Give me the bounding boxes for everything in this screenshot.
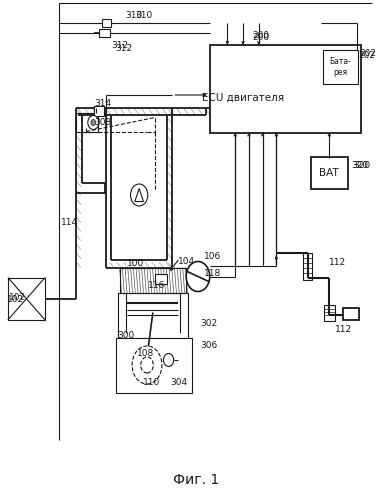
Circle shape <box>163 354 174 366</box>
Text: 114: 114 <box>61 218 78 227</box>
Bar <box>99 29 110 37</box>
Bar <box>324 305 335 321</box>
Bar <box>116 338 192 392</box>
Bar <box>210 45 361 132</box>
Circle shape <box>88 116 99 130</box>
Text: 310: 310 <box>135 12 152 20</box>
Text: 110: 110 <box>143 378 160 387</box>
Text: 306: 306 <box>200 340 217 349</box>
Text: 202: 202 <box>359 50 376 59</box>
Circle shape <box>141 357 153 373</box>
Text: ECU двигателя: ECU двигателя <box>202 92 284 102</box>
Bar <box>120 268 186 292</box>
Bar <box>8 278 45 320</box>
Bar <box>94 106 104 116</box>
Text: 112: 112 <box>329 258 347 267</box>
Bar <box>323 50 358 84</box>
Text: 108: 108 <box>137 348 154 358</box>
Text: 310: 310 <box>125 12 143 20</box>
Text: 304: 304 <box>171 378 188 387</box>
Text: BAT: BAT <box>319 168 339 178</box>
Text: 320: 320 <box>351 160 368 170</box>
Text: 112: 112 <box>335 326 352 334</box>
Bar <box>102 19 111 27</box>
Bar <box>118 292 188 338</box>
Bar <box>76 114 98 132</box>
Text: 102: 102 <box>7 296 24 304</box>
Text: 100: 100 <box>127 260 145 268</box>
Text: 200: 200 <box>253 33 270 42</box>
Text: 102: 102 <box>9 293 26 302</box>
Circle shape <box>91 120 96 126</box>
Text: Бата-
рея: Бата- рея <box>330 58 352 76</box>
Text: 106: 106 <box>204 252 221 261</box>
Text: 200: 200 <box>253 32 270 40</box>
Bar <box>311 158 348 188</box>
Bar <box>343 308 359 320</box>
Text: 320: 320 <box>353 160 370 170</box>
Text: 202: 202 <box>359 49 376 58</box>
Text: 104: 104 <box>178 257 196 266</box>
Text: 116: 116 <box>148 282 165 290</box>
Text: 118: 118 <box>204 270 221 278</box>
Text: 300: 300 <box>118 332 135 340</box>
Text: 312: 312 <box>116 44 133 53</box>
Circle shape <box>186 262 210 292</box>
Text: 312: 312 <box>112 42 129 50</box>
Text: 308: 308 <box>94 118 111 127</box>
Circle shape <box>132 346 162 384</box>
Text: 302: 302 <box>200 320 217 328</box>
Circle shape <box>131 184 148 206</box>
Bar <box>155 274 167 284</box>
Bar <box>303 252 312 280</box>
Text: 314: 314 <box>94 100 111 108</box>
Text: Фиг. 1: Фиг. 1 <box>173 473 219 487</box>
